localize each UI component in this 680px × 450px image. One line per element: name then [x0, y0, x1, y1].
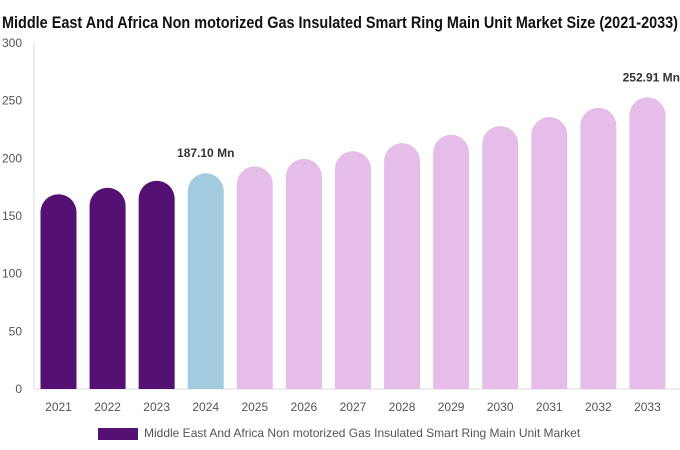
x-tick-label: 2033: [634, 400, 661, 414]
y-tick-label: 200: [2, 151, 22, 165]
y-tick-label: 250: [2, 94, 22, 108]
data-label: 252.91 Mn: [623, 70, 680, 84]
data-label: 187.10 Mn: [177, 146, 234, 160]
x-tick-label: 2023: [143, 400, 170, 414]
x-tick-label: 2029: [438, 400, 465, 414]
x-tick-label: 2030: [487, 400, 514, 414]
bar-2029: [433, 134, 470, 389]
x-tick-label: 2027: [340, 400, 367, 414]
chart-title: Middle East And Africa Non motorized Gas…: [2, 13, 678, 32]
x-tick-label: 2028: [389, 400, 416, 414]
y-tick-label: 150: [2, 209, 22, 223]
bar-2024: [187, 173, 224, 389]
bar-2028: [384, 143, 421, 389]
bar-2026: [285, 158, 322, 389]
legend: Middle East And Africa Non motorized Gas…: [98, 426, 581, 440]
bar-2022: [89, 187, 126, 389]
bar-2031: [531, 117, 568, 389]
bar-2025: [236, 166, 273, 389]
x-tick-label: 2025: [241, 400, 268, 414]
x-tick-label: 2032: [585, 400, 612, 414]
legend-swatch: [98, 428, 138, 440]
bar-2023: [138, 180, 175, 389]
y-tick-label: 50: [9, 324, 23, 338]
bar-2021: [40, 194, 77, 389]
x-tick-label: 2024: [192, 400, 219, 414]
y-tick-label: 100: [2, 267, 22, 281]
x-tick-label: 2022: [94, 400, 121, 414]
bar-2032: [580, 107, 617, 390]
x-tick-label: 2021: [45, 400, 72, 414]
x-tick-label: 2026: [291, 400, 318, 414]
bar-2027: [334, 151, 371, 389]
y-tick-label: 300: [2, 36, 22, 50]
x-tick-label: 2031: [536, 400, 563, 414]
y-tick-label: 0: [15, 382, 22, 396]
bar-2030: [482, 126, 519, 390]
legend-label: Middle East And Africa Non motorized Gas…: [144, 426, 581, 440]
bar-2033: [629, 97, 666, 390]
